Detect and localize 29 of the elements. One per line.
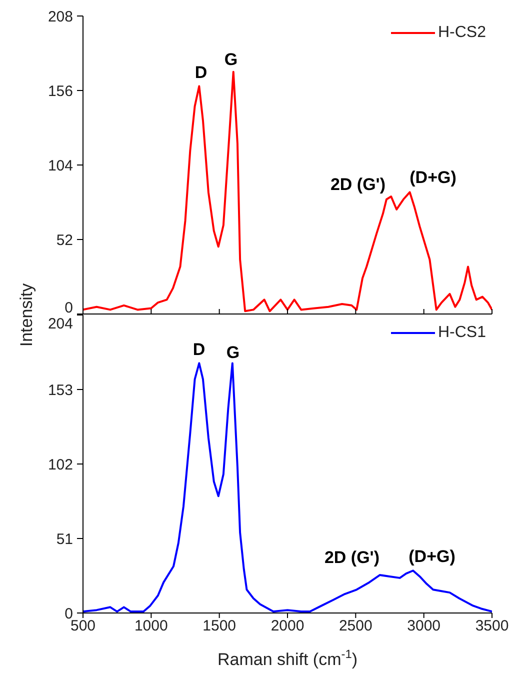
annotation: 2D (G') (330, 175, 386, 194)
y-tick-label: 102 (48, 456, 73, 474)
y-tick-label: 51 (56, 530, 73, 548)
x-tick-label: 2500 (338, 618, 372, 635)
annotation: G (224, 50, 238, 69)
annotation: 2D (G') (324, 548, 380, 567)
annotation: (D+G) (410, 168, 456, 187)
legend-label: H-CS2 (438, 24, 486, 42)
y-tick-label: 208 (48, 8, 73, 26)
x-tick-label: 1500 (202, 618, 236, 635)
x-tick-label: 1000 (134, 618, 168, 635)
y-tick-label: 52 (56, 232, 73, 249)
y-tick-label: 0 (64, 605, 73, 622)
y-tick-label: 204 (48, 315, 73, 332)
annotation: D (192, 340, 206, 359)
y-tick-label: 153 (48, 382, 73, 399)
annotation: D (194, 63, 208, 82)
x-tick-label: 3500 (475, 618, 509, 635)
annotation: (D+G) (408, 547, 456, 566)
legend-label: H-CS1 (438, 324, 486, 342)
annotation: G (226, 343, 240, 362)
y-tick-label: 0 (64, 299, 73, 316)
x-tick-label: 2000 (270, 618, 304, 635)
x-tick-label: 3000 (407, 618, 441, 635)
x-axis-title: Raman shift (cm$^{-1}$) (218, 647, 358, 669)
y-tick-label: 104 (48, 157, 73, 174)
y-tick-label: 156 (48, 82, 73, 100)
y-axis-title: Intensity (17, 282, 36, 347)
x-tick-label: 500 (70, 618, 96, 635)
